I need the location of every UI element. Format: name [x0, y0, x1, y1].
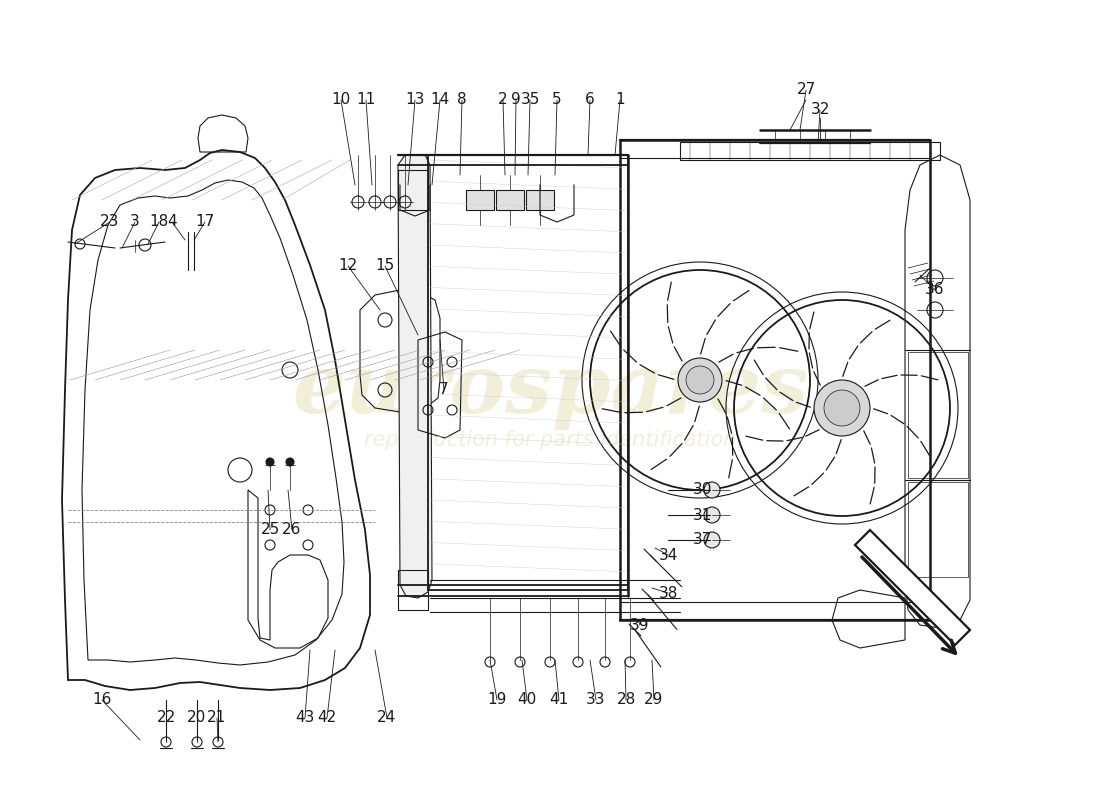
Text: 8: 8: [458, 93, 466, 107]
Text: 11: 11: [356, 93, 375, 107]
Circle shape: [286, 458, 294, 466]
Text: 15: 15: [375, 258, 395, 274]
Text: 28: 28: [616, 693, 636, 707]
Circle shape: [824, 390, 860, 426]
Bar: [526, 190, 554, 210]
Text: 13: 13: [405, 93, 425, 107]
Text: 42: 42: [318, 710, 337, 726]
Text: 27: 27: [796, 82, 815, 98]
Text: 5: 5: [552, 93, 562, 107]
Text: 38: 38: [658, 586, 678, 601]
Text: 32: 32: [811, 102, 829, 118]
Text: 19: 19: [487, 693, 507, 707]
Text: 18: 18: [150, 214, 168, 230]
Text: 36: 36: [925, 282, 945, 298]
Text: 3: 3: [130, 214, 140, 230]
Text: 7: 7: [439, 382, 449, 398]
Text: 22: 22: [156, 710, 176, 726]
Text: 26: 26: [283, 522, 301, 538]
Text: 20: 20: [187, 710, 207, 726]
Circle shape: [704, 507, 720, 523]
Text: 1: 1: [615, 93, 625, 107]
Text: 40: 40: [517, 693, 537, 707]
Text: 24: 24: [377, 710, 397, 726]
Text: 31: 31: [692, 507, 712, 522]
Text: 14: 14: [430, 93, 450, 107]
Text: 23: 23: [100, 214, 120, 230]
Text: 39: 39: [630, 618, 650, 633]
Text: 2: 2: [498, 93, 508, 107]
Bar: [680, 142, 940, 160]
Text: 12: 12: [339, 258, 358, 274]
Text: 29: 29: [645, 693, 663, 707]
Bar: [466, 190, 494, 210]
Text: 6: 6: [585, 93, 595, 107]
Text: 35: 35: [520, 93, 540, 107]
Text: 25: 25: [261, 522, 279, 538]
Circle shape: [678, 358, 722, 402]
Text: reproduction for parts identification: reproduction for parts identification: [364, 430, 736, 450]
Bar: [908, 482, 968, 577]
Text: 41: 41: [549, 693, 569, 707]
Circle shape: [266, 458, 274, 466]
Polygon shape: [398, 155, 432, 598]
Text: 30: 30: [692, 482, 712, 498]
Text: 21: 21: [208, 710, 227, 726]
Circle shape: [704, 532, 720, 548]
Circle shape: [686, 366, 714, 394]
Text: 37: 37: [692, 533, 712, 547]
Bar: [620, 140, 930, 620]
Bar: [398, 570, 428, 610]
Polygon shape: [855, 530, 970, 645]
Text: 4: 4: [167, 214, 177, 230]
Bar: [908, 352, 968, 478]
Circle shape: [704, 482, 720, 498]
Bar: [496, 190, 524, 210]
Bar: [428, 155, 628, 590]
Circle shape: [814, 380, 870, 436]
Text: 17: 17: [196, 214, 214, 230]
Bar: [398, 170, 428, 210]
Text: eurospares: eurospares: [292, 350, 808, 430]
Text: 9: 9: [512, 93, 521, 107]
Text: 43: 43: [295, 710, 315, 726]
Text: 34: 34: [658, 547, 678, 562]
Text: 10: 10: [331, 93, 351, 107]
Text: 16: 16: [92, 693, 112, 707]
Text: 33: 33: [586, 693, 606, 707]
